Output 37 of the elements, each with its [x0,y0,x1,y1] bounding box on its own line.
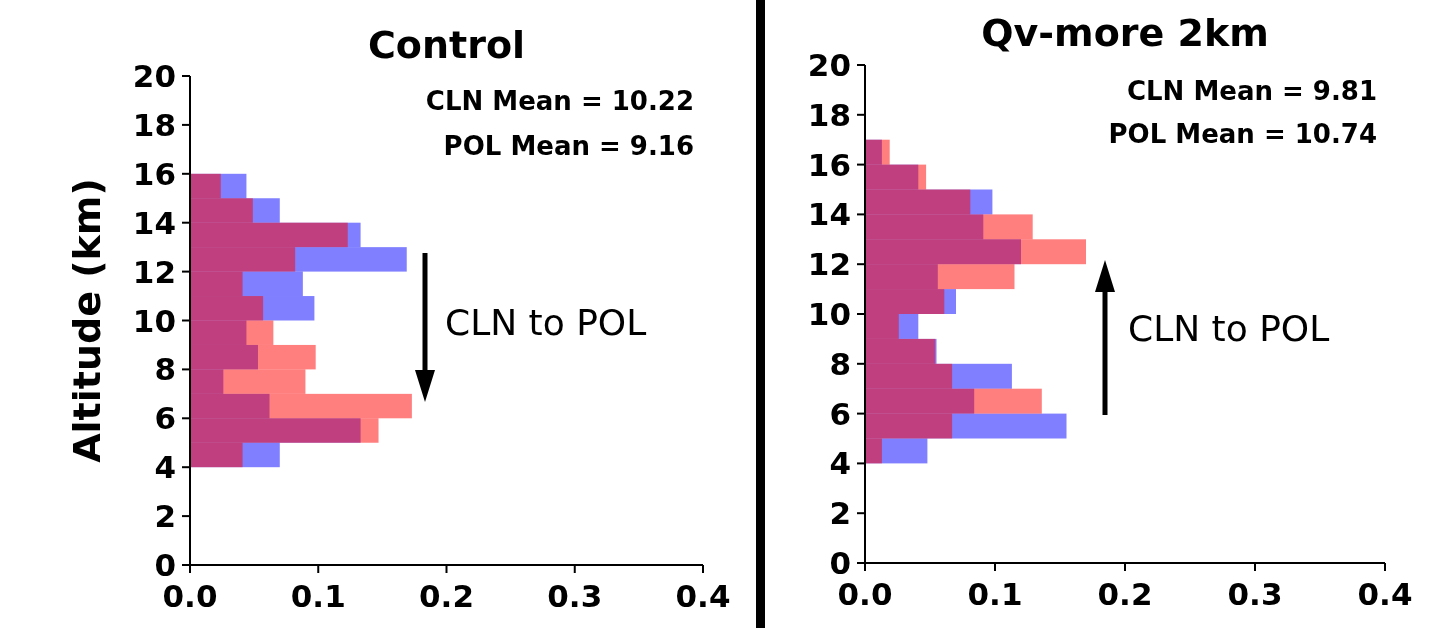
x-tick-label: 0.2 [1097,576,1153,612]
y-tick-label: 20 [132,58,176,94]
chart-title: Qv-more 2km [981,11,1269,55]
x-tick-label: 0.3 [1227,576,1283,612]
x-tick-label: 0.1 [967,576,1023,612]
y-tick-label: 8 [829,345,851,382]
y-tick-label: 10 [132,302,176,339]
y-tick-label: 8 [154,351,176,388]
y-tick-label: 12 [807,246,851,283]
annotation: CLN Mean = 9.81 [1126,76,1377,106]
y-tick-label: 18 [132,106,176,143]
x-tick-label: 0.4 [675,578,731,614]
y-tick-label: 4 [154,449,176,486]
chart-title: Control [367,23,526,67]
annotation: POL Mean = 10.74 [1108,119,1377,149]
annotation: CLN Mean = 10.22 [425,86,694,116]
annotation: CLN to POL [445,302,647,343]
y-tick-label: 6 [829,395,851,432]
annotation: POL Mean = 9.16 [443,131,694,161]
y-tick-label: 20 [807,47,851,83]
y-tick-label: 10 [807,296,851,332]
y-tick-label: 16 [132,155,176,192]
annotation: CLN to POL [1128,308,1330,349]
x-tick-label: 0.2 [419,578,474,614]
y-tick-label: 14 [807,196,851,233]
y-tick-label: 2 [154,498,176,535]
y-tick-label: 14 [132,204,176,241]
x-tick-label: 0.1 [290,578,346,614]
y-tick-label: 18 [807,96,851,133]
y-tick-label: 6 [154,400,176,437]
y-tick-label: 16 [807,146,851,183]
y-axis-title: Altitude (km) [65,178,109,463]
x-tick-label: 0.3 [547,578,603,614]
y-tick-label: 12 [132,253,176,290]
y-tick-label: 4 [829,445,851,482]
x-tick-label: 0.4 [1357,576,1413,612]
y-tick-label: 2 [829,495,851,532]
